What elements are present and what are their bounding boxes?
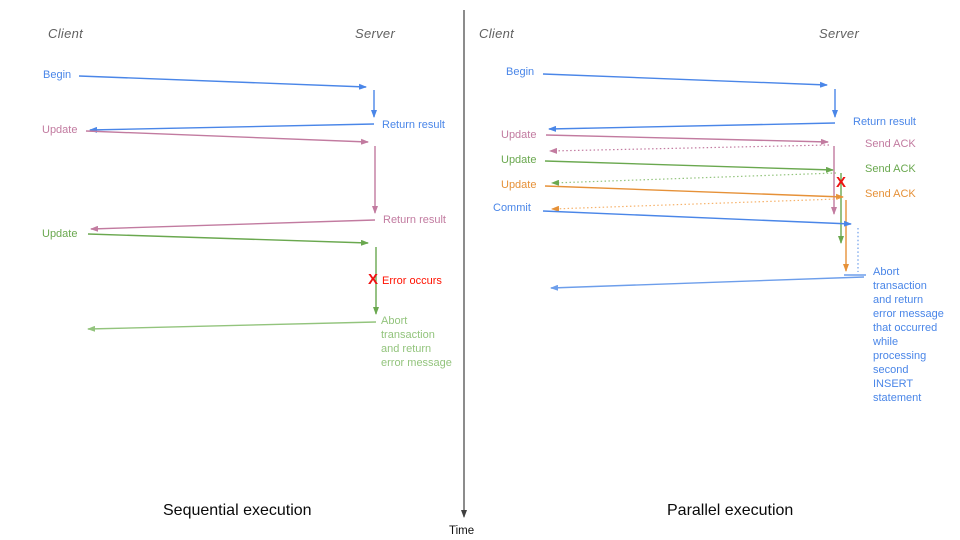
left-client-header: Client <box>48 26 84 41</box>
right-abort-return <box>550 276 865 291</box>
right-send-ack-green-label: Send ACK <box>865 163 916 175</box>
right-error-x-mark: X <box>836 174 847 191</box>
left-begin-request <box>78 75 367 90</box>
left-return-result1 <box>89 123 375 133</box>
right-update-green-label: Update <box>501 154 537 166</box>
right-send-ack-pink-label: Send ACK <box>865 138 916 150</box>
left-error-label: Error occurs <box>382 275 442 287</box>
right-return-result <box>548 122 836 132</box>
right-send-ack-orange <box>551 198 839 212</box>
left-update2-request <box>87 233 369 246</box>
left-sequential-arrows <box>78 75 379 332</box>
right-update-pink-label: Update <box>501 129 537 141</box>
right-commit-label: Commit <box>493 202 531 214</box>
left-update1-label: Update <box>42 124 78 136</box>
left-update1-request <box>85 130 369 145</box>
left-return-result2 <box>90 219 376 232</box>
right-abort-label: Abort transaction and return error messa… <box>873 266 944 404</box>
right-client-header: Client <box>479 26 515 41</box>
right-return-result-label: Return result <box>853 116 916 128</box>
right-parallel-arrows <box>542 73 866 291</box>
right-commit-request <box>542 210 852 227</box>
time-axis-label: Time <box>449 525 475 537</box>
left-error-x-mark: X <box>368 271 379 288</box>
right-begin-request <box>542 73 828 88</box>
right-update-green-request <box>544 160 834 173</box>
right-send-ack-green <box>551 172 837 186</box>
left-return-result1-label: Return result <box>382 119 445 131</box>
left-return-result2-label: Return result <box>383 214 446 226</box>
right-update-orange-label: Update <box>501 179 537 191</box>
right-title: Parallel execution <box>667 502 794 519</box>
right-begin-label: Begin <box>506 66 535 78</box>
right-send-ack-pink <box>549 144 830 154</box>
left-update2-label: Update <box>42 228 78 240</box>
right-server-header: Server <box>819 26 860 41</box>
left-abort-label: Abort transaction and return error messa… <box>381 315 452 369</box>
left-title: Sequential execution <box>163 502 312 519</box>
right-send-ack-orange-label: Send ACK <box>865 188 916 200</box>
left-server-header: Server <box>355 26 396 41</box>
left-begin-label: Begin <box>43 69 72 81</box>
right-update-pink-request <box>545 134 829 145</box>
left-abort-return <box>87 321 377 332</box>
right-update-orange-request <box>544 185 844 200</box>
